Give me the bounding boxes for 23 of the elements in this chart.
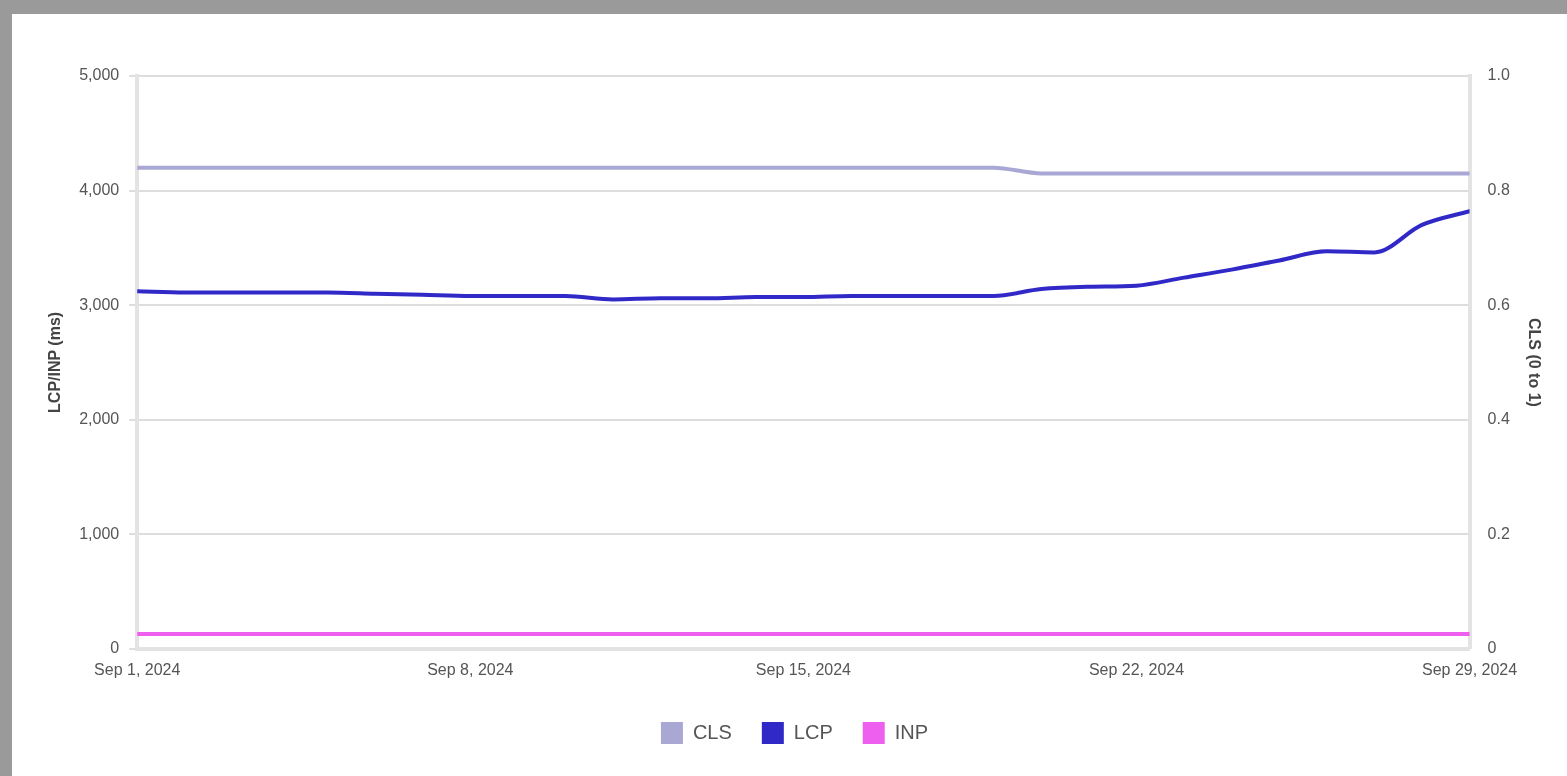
- legend-label: LCP: [793, 720, 833, 743]
- y-tick-label: 1,000: [79, 524, 120, 542]
- y2-axis-title: CLS (0 to 1): [1525, 317, 1543, 407]
- legend-label: INP: [894, 720, 929, 743]
- y-tick-label: 2,000: [79, 410, 120, 428]
- y2-tick-label: 0.6: [1487, 295, 1510, 313]
- x-tick-label: Sep 8, 2024: [427, 660, 514, 678]
- x-tick-label: Sep 22, 2024: [1088, 660, 1185, 678]
- y2-tick-label: 0: [1487, 639, 1497, 657]
- y2-tick-label: 0.2: [1487, 524, 1510, 542]
- y-tick-label: 3,000: [79, 295, 120, 313]
- y2-tick-label: 0.4: [1487, 410, 1510, 428]
- y-tick-label: 4,000: [79, 180, 120, 198]
- y-axis-title: LCP/INP (ms): [46, 311, 64, 413]
- x-tick-label: Sep 1, 2024: [94, 660, 181, 678]
- y2-tick-label: 1.0: [1487, 66, 1510, 84]
- y2-tick-label: 0.8: [1487, 180, 1510, 198]
- line-series: [137, 209, 1470, 302]
- x-tick-label: Sep 29, 2024: [1421, 660, 1518, 678]
- y-tick-label: 5,000: [79, 66, 120, 84]
- y-tick-label: 0: [110, 639, 120, 657]
- x-tick-label: Sep 15, 2024: [755, 660, 852, 678]
- legend-label: CLS: [692, 720, 732, 743]
